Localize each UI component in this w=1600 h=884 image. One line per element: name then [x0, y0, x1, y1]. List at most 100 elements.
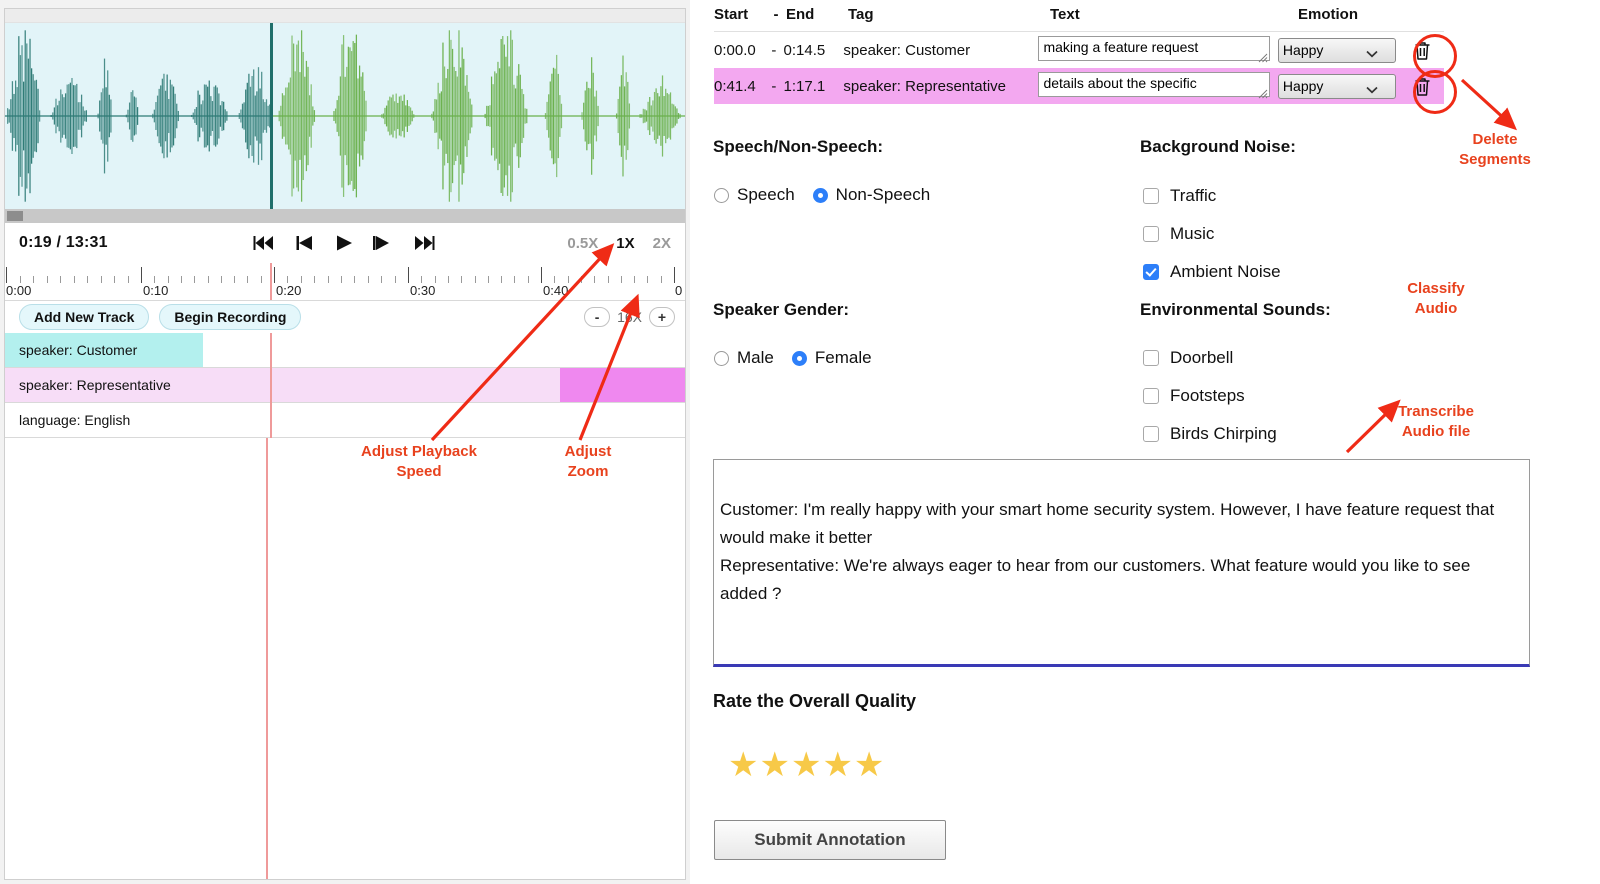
track-row[interactable]: language: English — [5, 403, 685, 438]
ruler-tick-minor — [660, 276, 662, 283]
segment-tag: speaker: Representative — [843, 77, 1006, 95]
label-birds-chirping: Birds Chirping — [1170, 424, 1277, 443]
transcription-textarea[interactable]: Customer: I'm really happy with your sma… — [713, 459, 1530, 667]
callout-line1: Transcribe — [1398, 403, 1474, 420]
ruler-tick-major — [541, 267, 542, 283]
radio-male[interactable] — [714, 350, 729, 366]
ruler-tick-minor — [447, 276, 449, 283]
delete-segment-icon[interactable] — [1414, 77, 1431, 96]
track-label-representative: speaker: Representative — [19, 377, 171, 393]
track-row[interactable]: speaker: Customer — [5, 333, 685, 368]
waveform-scrollbar-thumb[interactable] — [7, 211, 23, 221]
callout-line2: Audio — [1414, 300, 1458, 317]
skip-to-end-icon[interactable] — [413, 232, 435, 254]
segment-end: 0:14.5 — [783, 41, 826, 59]
track-label-customer: speaker: Customer — [19, 342, 138, 358]
waveform-top-bar — [5, 9, 685, 23]
ruler-playhead — [270, 263, 272, 300]
ruler-tick-major — [141, 267, 142, 283]
track-label-language: language: English — [19, 412, 131, 428]
step-back-icon[interactable] — [293, 232, 315, 254]
checkbox-footsteps[interactable] — [1143, 388, 1159, 404]
segment-text-input[interactable]: making a feature request — [1038, 35, 1271, 61]
ruler-tick-minor — [327, 276, 329, 283]
speed-option-0.5x[interactable]: 0.5X — [567, 234, 599, 252]
waveform-playhead[interactable] — [270, 23, 273, 209]
label-traffic: Traffic — [1170, 186, 1217, 205]
timeline-ruler[interactable]: 0:00 0:10 0:20 0:30 0:40 0 — [5, 263, 685, 301]
segment-start: 0:41.4 — [714, 77, 756, 95]
time-readout: 0:19 / 13:31 — [19, 234, 108, 251]
step-forward-icon[interactable] — [373, 232, 395, 254]
emotion-select-wrapper: Happy — [1277, 37, 1396, 63]
env-option-birds[interactable]: Birds Chirping — [1143, 424, 1277, 444]
star-rating[interactable]: ★★★★★ — [728, 746, 886, 784]
ruler-tick-minor — [100, 276, 102, 283]
begin-recording-button[interactable]: Begin Recording — [159, 304, 302, 330]
header-dash: - — [773, 6, 779, 23]
track-segment-customer[interactable] — [5, 333, 203, 367]
track-row[interactable]: speaker: Representative — [5, 368, 685, 403]
ruler-tick-minor — [554, 276, 556, 283]
callout-adjust-zoom: Adjust Zoom — [545, 442, 631, 482]
submit-annotation-button[interactable]: Submit Annotation — [714, 820, 946, 860]
speech-options: Speech Non-Speech — [714, 185, 930, 205]
checkbox-birds-chirping[interactable] — [1143, 426, 1159, 442]
ruler-tick-minor — [434, 276, 436, 283]
segment-row[interactable]: 0:41.4 - 1:17.1 speaker: Representative … — [714, 68, 1444, 104]
radio-female[interactable] — [791, 350, 807, 366]
env-option-footsteps[interactable]: Footsteps — [1143, 386, 1245, 406]
track-segment-representative-b[interactable] — [560, 368, 685, 402]
zoom-in-button[interactable]: + — [649, 307, 675, 327]
checkbox-music[interactable] — [1143, 226, 1159, 242]
segment-row[interactable]: 0:00.0 - 0:14.5 speaker: Customer making… — [714, 32, 1444, 68]
skip-to-start-icon[interactable] — [253, 232, 275, 254]
ruler-label-4: 0:40 — [543, 283, 569, 298]
radio-speech[interactable] — [714, 187, 729, 203]
transport-controls — [253, 232, 435, 254]
waveform-display[interactable] — [5, 23, 685, 209]
callout-line2: Segments — [1459, 151, 1531, 168]
ruler-tick-minor — [567, 276, 569, 283]
ruler-ticks — [5, 263, 685, 283]
audio-editor-panel: 0:19 / 13:31 — [0, 0, 690, 884]
ruler-tick-minor — [474, 276, 476, 283]
segment-text-input[interactable]: details about the specific — [1038, 71, 1271, 97]
radio-non-speech[interactable] — [812, 187, 828, 203]
rating-title: Rate the Overall Quality — [713, 691, 917, 711]
checkbox-ambient-noise[interactable] — [1143, 264, 1159, 280]
noise-option-music[interactable]: Music — [1143, 224, 1214, 244]
waveform-scrollbar[interactable] — [5, 209, 685, 223]
transport-bar: 0:19 / 13:31 — [5, 223, 685, 263]
label-ambient-noise: Ambient Noise — [1170, 262, 1281, 281]
tracks-area: speaker: Customer speaker: Representativ… — [5, 333, 685, 438]
checkbox-traffic[interactable] — [1143, 188, 1159, 204]
env-option-doorbell[interactable]: Doorbell — [1143, 348, 1233, 368]
segment-dash: - — [771, 41, 777, 59]
ruler-tick-minor — [234, 276, 236, 283]
emotion-select[interactable]: Happy — [1277, 73, 1396, 99]
callout-adjust-playback-speed: Adjust Playback Speed — [340, 442, 498, 482]
callout-line1: Adjust — [564, 443, 612, 460]
zoom-level-label: 16X — [617, 309, 642, 325]
ruler-tick-minor — [247, 276, 249, 283]
track-toolbar: Add New Track Begin Recording - 16X + — [5, 301, 685, 333]
play-icon[interactable] — [333, 232, 355, 254]
zoom-out-button[interactable]: - — [584, 307, 611, 327]
ruler-tick-minor — [167, 276, 169, 283]
delete-segment-icon[interactable] — [1414, 41, 1431, 60]
speed-option-2x[interactable]: 2X — [652, 234, 671, 252]
ruler-tick-major — [274, 267, 275, 283]
ruler-tick-minor — [367, 276, 369, 283]
noise-option-traffic[interactable]: Traffic — [1143, 186, 1216, 206]
header-start: Start — [714, 6, 749, 23]
ruler-tick-minor — [19, 276, 21, 283]
noise-option-ambient[interactable]: Ambient Noise — [1143, 262, 1281, 282]
add-new-track-button[interactable]: Add New Track — [19, 304, 150, 330]
segment-text-wrapper: making a feature request — [1038, 35, 1271, 65]
checkbox-doorbell[interactable] — [1143, 350, 1159, 366]
emotion-select[interactable]: Happy — [1277, 37, 1396, 63]
ruler-label-2: 0:20 — [276, 283, 302, 298]
speed-option-1x[interactable]: 1X — [616, 234, 635, 252]
ruler-tick-minor — [607, 276, 609, 283]
